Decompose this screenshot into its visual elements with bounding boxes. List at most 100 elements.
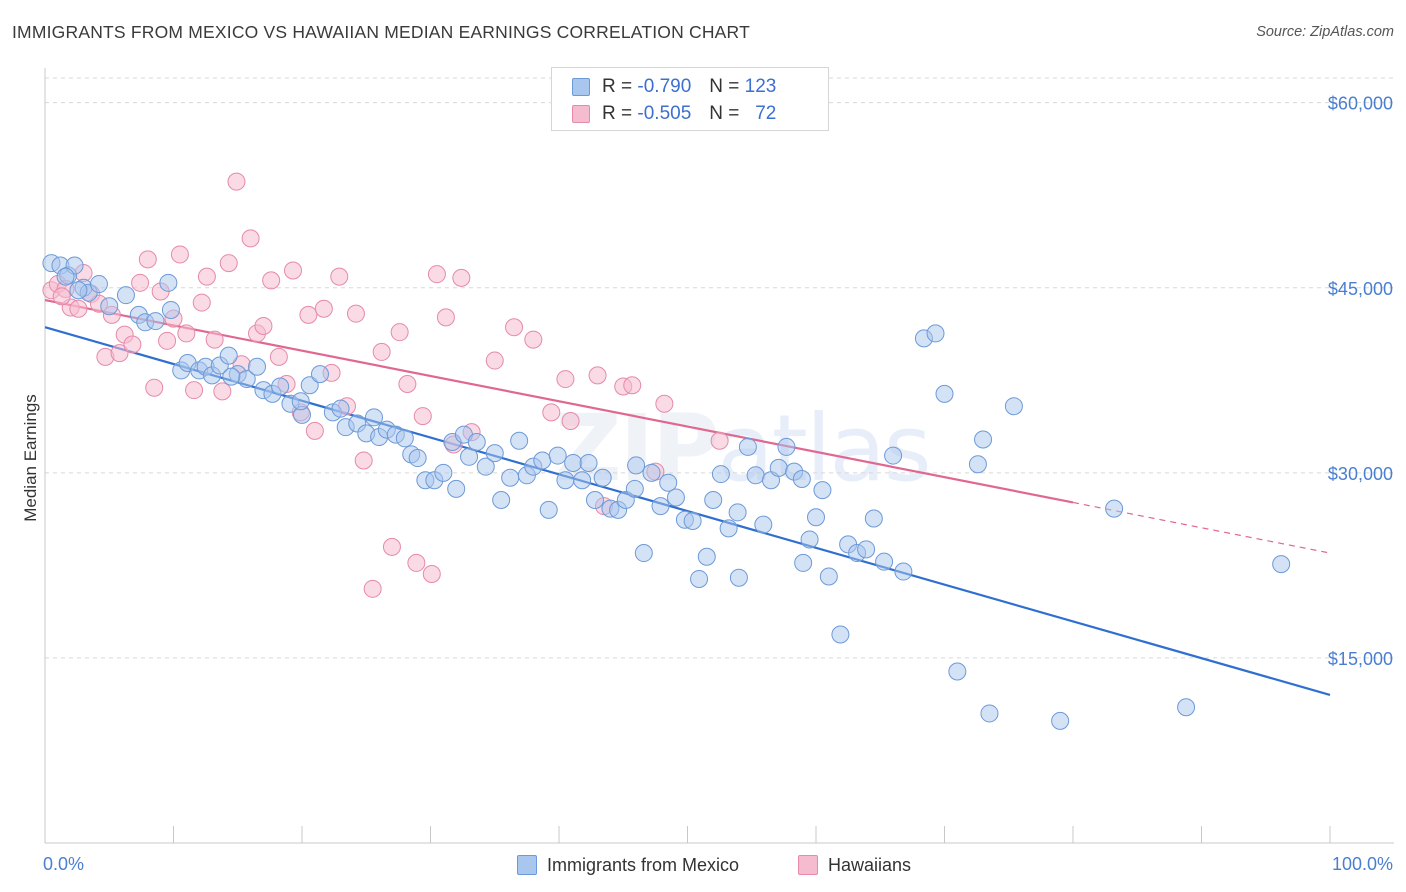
mexico-point <box>728 503 747 522</box>
mexico-point <box>831 625 850 644</box>
hawaiian-point <box>452 268 471 287</box>
mexico-point <box>690 569 709 588</box>
hawaiians-points <box>42 172 729 598</box>
legend-row-mexico: R = -0.790 N = 123 <box>572 74 776 100</box>
mexico-point <box>548 446 567 465</box>
mexico-point <box>533 451 552 470</box>
mexico-point <box>501 468 520 487</box>
hawaiian-point <box>305 421 324 440</box>
mexico-point <box>573 471 592 490</box>
hawaiian-point <box>213 382 232 401</box>
hawaiian-point <box>52 287 71 306</box>
mexico-point <box>219 346 238 365</box>
mexico-point <box>556 471 575 490</box>
mexico-point <box>634 544 653 563</box>
legend-r-value: -0.505 <box>637 103 692 124</box>
y-tick-label: $30,000 <box>1328 464 1393 484</box>
mexico-point <box>146 312 165 331</box>
hawaiian-point <box>205 330 224 349</box>
mexico-point <box>683 511 702 530</box>
hawaiian-point <box>299 305 318 324</box>
mexico-point <box>704 490 723 509</box>
hawaiian-point <box>407 553 426 572</box>
mexico-point <box>510 431 529 450</box>
mexico-point <box>857 540 876 559</box>
mexico-point <box>1051 711 1070 730</box>
hawaiian-point <box>69 299 88 318</box>
hawaiian-point <box>177 324 196 343</box>
hawaiian-point <box>138 250 157 269</box>
hawaiian-point <box>588 366 607 385</box>
hawaiian-point <box>390 323 409 342</box>
hawaiian-point <box>655 394 674 413</box>
hawaiian-point <box>185 381 204 400</box>
hawaiian-point <box>269 347 288 366</box>
bottom-legend-label-hawaiians: Hawaiians <box>828 854 912 875</box>
legend-n-value: 123 <box>744 76 777 97</box>
mexico-point <box>467 432 486 451</box>
hawaiian-point <box>192 293 211 312</box>
mexico-points <box>42 254 1291 730</box>
hawaiian-point <box>556 370 575 389</box>
mexico-point <box>754 515 773 534</box>
mexico-point <box>800 530 819 549</box>
hawaiian-point <box>346 304 365 323</box>
chart-title: IMMIGRANTS FROM MEXICO VS HAWAIIAN MEDIA… <box>12 22 750 42</box>
mexico-point <box>564 453 583 472</box>
bottom-legend-swatch-blue <box>517 855 537 875</box>
mexico-point <box>310 365 329 384</box>
mexico-point <box>948 662 967 681</box>
hawaiian-point <box>197 267 216 286</box>
bottom-legend-label-mexico: Immigrants from Mexico <box>547 854 740 875</box>
mexico-point <box>807 508 825 527</box>
mexico-point <box>729 568 748 587</box>
mexico-point <box>864 509 883 528</box>
hawaiian-point <box>436 308 455 327</box>
mexico-point <box>738 437 757 456</box>
mexico-point <box>1272 555 1291 574</box>
hawaiian-point <box>422 565 441 584</box>
legend-r-label: R = <box>602 76 633 97</box>
mexico-point <box>447 479 466 498</box>
mexico-point <box>769 458 788 477</box>
mexico-point <box>492 490 511 509</box>
mexico-point <box>894 562 913 581</box>
y-tick-label: $60,000 <box>1328 94 1393 114</box>
correlation-legend: R = -0.790 N = 123 R = -0.505 N = 72 <box>551 67 829 131</box>
hawaiian-point <box>561 412 580 431</box>
mexico-point <box>666 488 685 507</box>
hawaiian-point <box>542 403 561 422</box>
mexico-point <box>579 453 598 472</box>
mexico-point <box>585 490 604 509</box>
mexico-point <box>746 466 765 485</box>
hawaiian-point <box>363 579 382 598</box>
mexico-point <box>89 275 108 294</box>
mexico-point <box>300 376 319 395</box>
mexico-point <box>434 463 453 482</box>
mexico-point <box>408 449 427 468</box>
hawaiian-point <box>158 331 177 350</box>
mexico-point <box>485 444 504 463</box>
hawaiian-point <box>485 351 504 370</box>
y-axis-label: Median Earnings <box>21 394 40 522</box>
mexico-point <box>935 384 954 403</box>
mexico-point <box>625 479 644 498</box>
mexico-point <box>875 552 894 571</box>
hawaiian-point <box>505 318 524 337</box>
bottom-legend-hawaiians: Hawaiians <box>798 852 911 878</box>
mexico-point <box>100 297 119 316</box>
hawaiian-point <box>372 342 391 361</box>
mexico-point <box>248 357 267 376</box>
axes <box>44 68 1394 844</box>
mexico-point <box>777 437 796 456</box>
hawaiian-point <box>398 375 417 393</box>
mexico-point <box>968 455 987 474</box>
hawaiian-point <box>413 407 432 426</box>
mexico-point <box>711 465 730 484</box>
hawaiian-point <box>241 229 260 248</box>
hawaiian-point <box>284 261 303 280</box>
bottom-legend-mexico: Immigrants from Mexico <box>517 852 739 878</box>
hawaiian-trend-line <box>44 299 1074 504</box>
mexico-point <box>794 553 813 572</box>
